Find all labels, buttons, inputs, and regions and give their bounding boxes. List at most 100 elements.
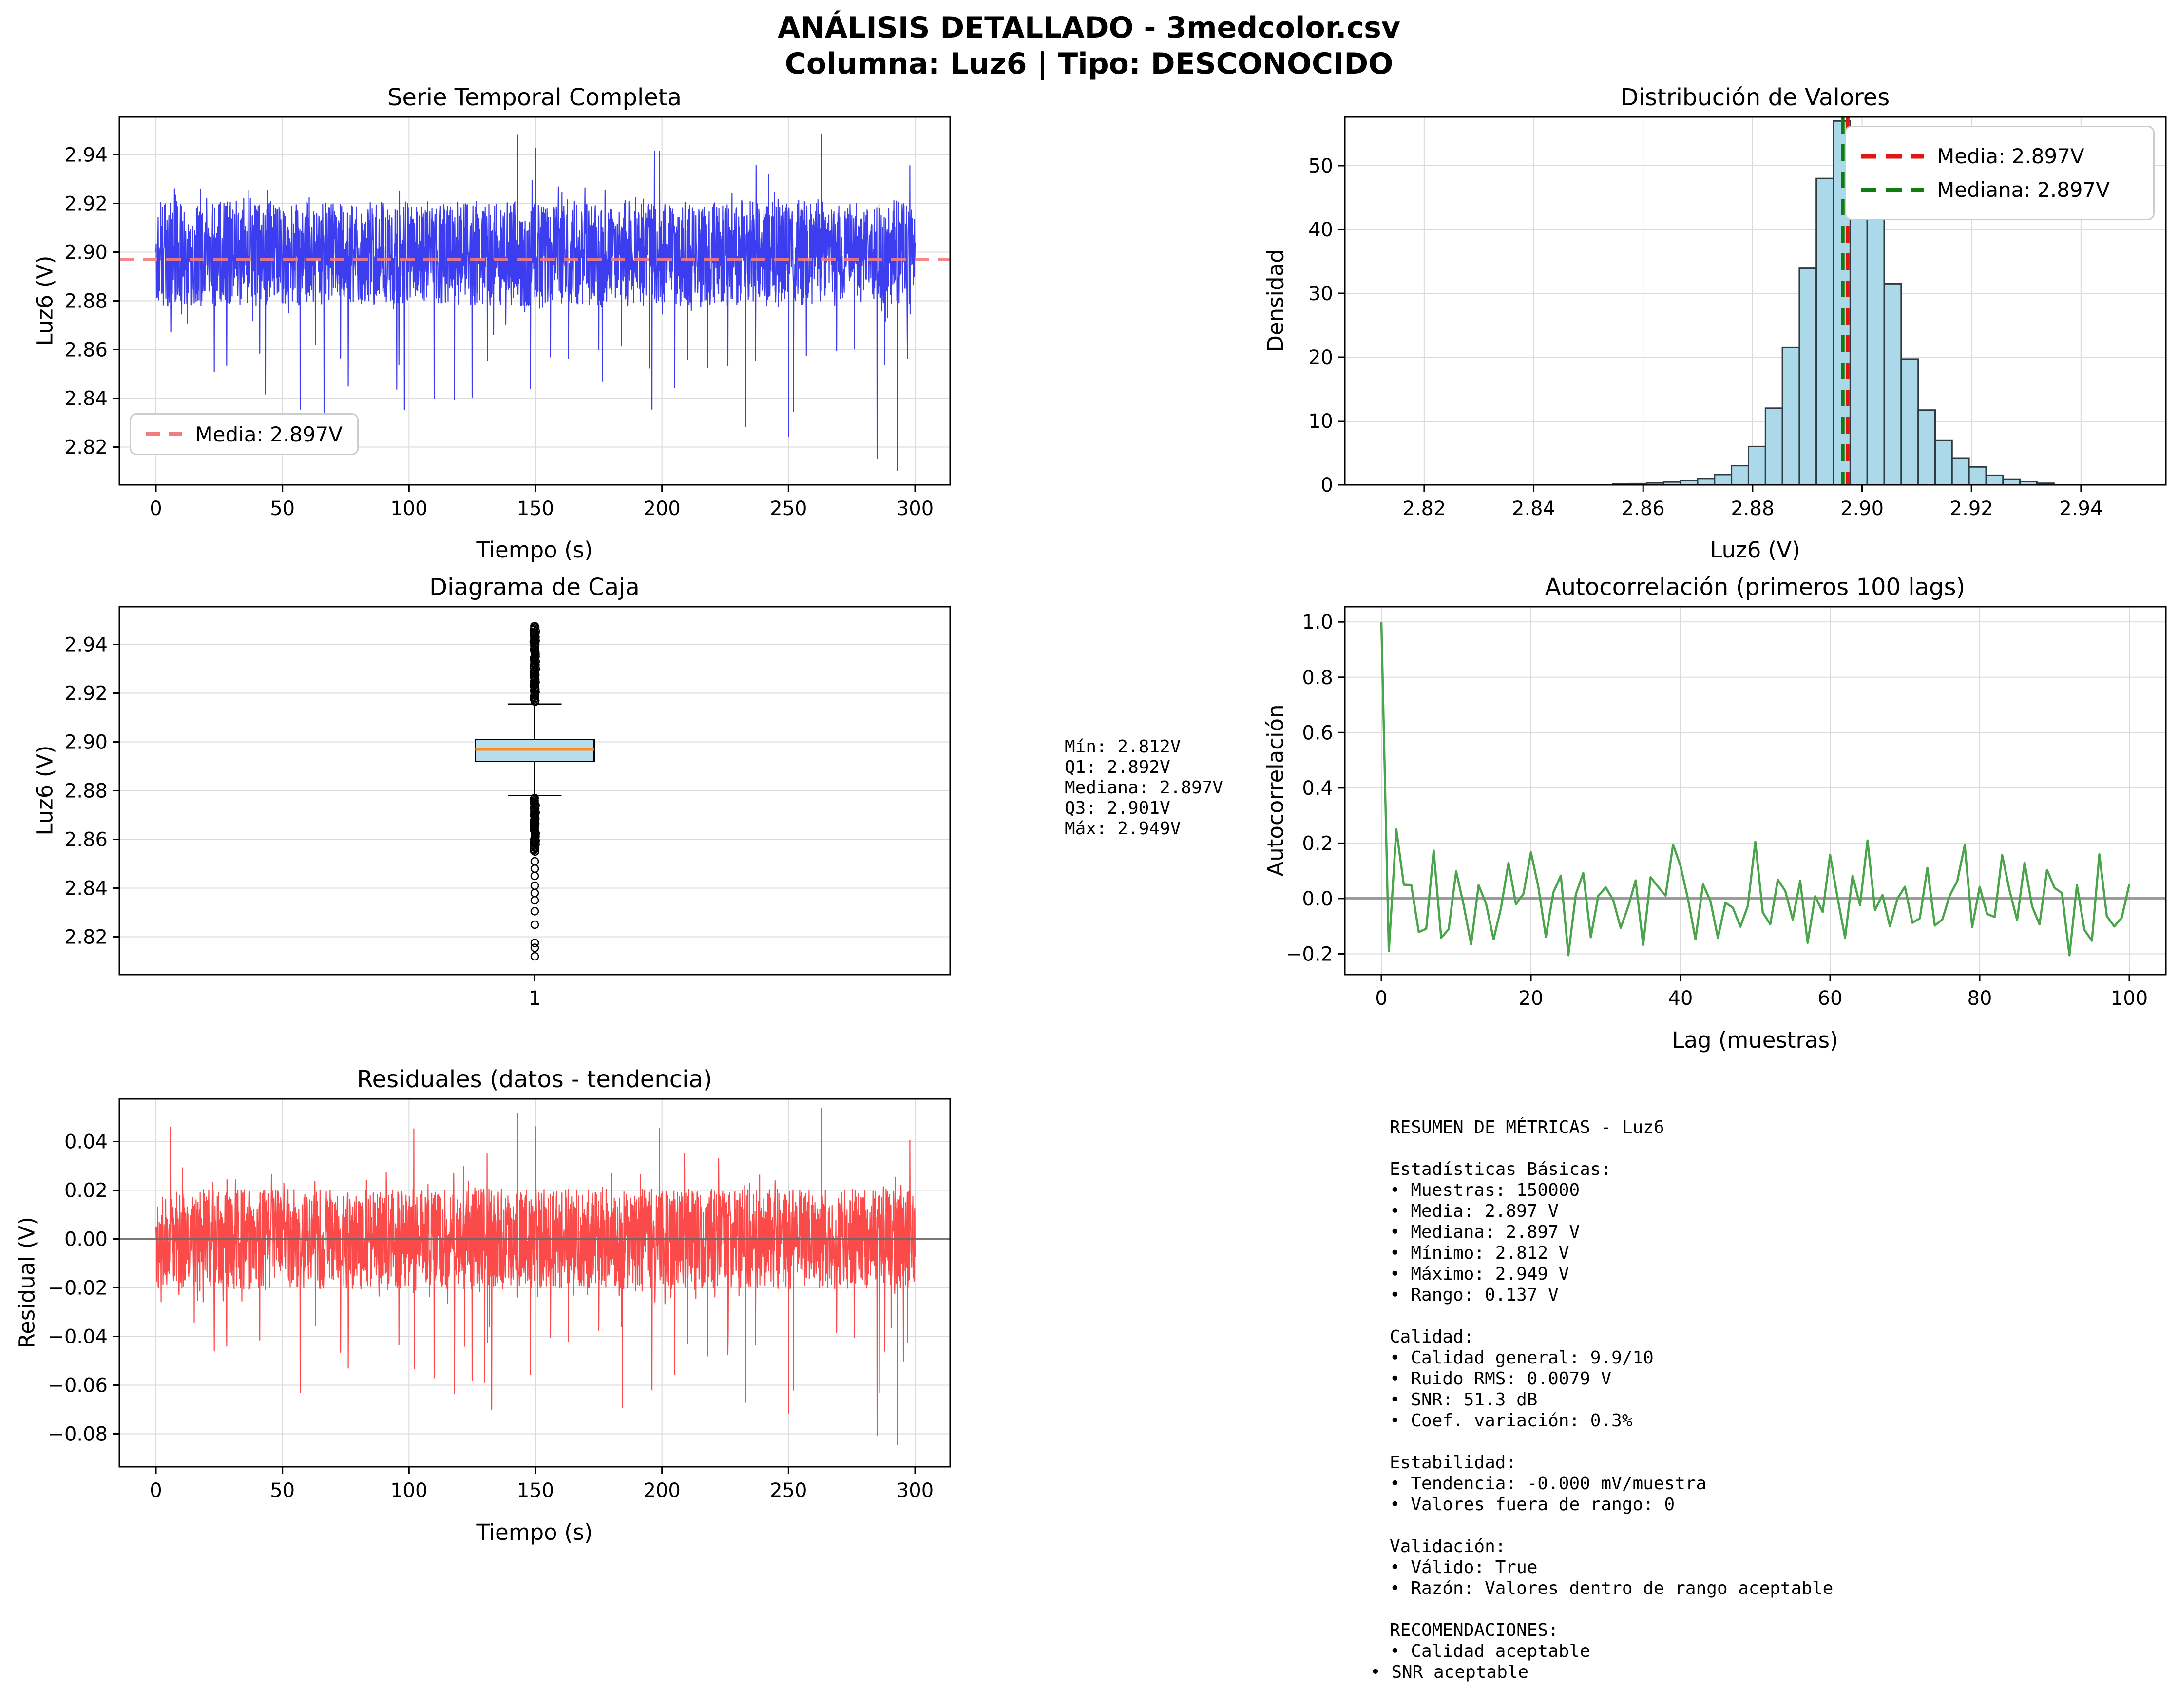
metrics-line: Validación:	[1390, 1536, 1506, 1556]
svg-text:200: 200	[643, 1479, 680, 1502]
svg-text:0.00: 0.00	[64, 1228, 108, 1251]
svg-text:2.92: 2.92	[64, 683, 108, 705]
metrics-line: • SNR: 51.3 dB	[1390, 1390, 1538, 1410]
svg-text:100: 100	[390, 1479, 427, 1502]
svg-text:2.86: 2.86	[64, 339, 108, 362]
svg-text:2.88: 2.88	[64, 290, 108, 313]
yaxis-label-distribucion: Densidad	[1262, 249, 1289, 352]
metrics-line: Estabilidad:	[1390, 1453, 1517, 1473]
metrics-line: • Tendencia: -0.000 mV/muestra	[1390, 1474, 1707, 1494]
legend-label-media: Media: 2.897V	[1937, 144, 2084, 168]
legend-distribucion: Media: 2.897V Mediana: 2.897V	[1845, 126, 2155, 220]
svg-text:1: 1	[529, 987, 541, 1010]
svg-text:2.88: 2.88	[1731, 498, 1774, 520]
svg-text:0.04: 0.04	[64, 1131, 108, 1153]
svg-text:40: 40	[1668, 987, 1693, 1010]
svg-text:200: 200	[643, 498, 680, 520]
metrics-line: • Razón: Valores dentro de rango aceptab…	[1390, 1578, 1834, 1598]
metrics-line: • Mínimo: 2.812 V	[1390, 1243, 1569, 1263]
svg-text:20: 20	[1519, 987, 1544, 1010]
figure-suptitle-line2: Columna: Luz6 | Tipo: DESCONOCIDO	[784, 47, 1394, 81]
svg-text:40: 40	[1308, 219, 1333, 241]
metrics-line: • Válido: True	[1390, 1557, 1538, 1577]
metrics-line: • Mediana: 2.897 V	[1390, 1222, 1580, 1242]
svg-text:−0.08: −0.08	[48, 1423, 108, 1446]
svg-text:2.92: 2.92	[1950, 498, 1993, 520]
svg-text:0: 0	[1375, 987, 1387, 1010]
svg-text:2.82: 2.82	[64, 437, 108, 459]
legend-entry-mediana: Mediana: 2.897V	[1846, 173, 2153, 207]
metrics-line: • Rango: 0.137 V	[1390, 1285, 1559, 1305]
svg-text:0.4: 0.4	[1302, 777, 1333, 800]
svg-text:250: 250	[770, 498, 807, 520]
svg-text:0.6: 0.6	[1302, 722, 1333, 744]
svg-text:−0.02: −0.02	[48, 1277, 108, 1300]
svg-text:300: 300	[897, 1479, 934, 1502]
svg-text:150: 150	[517, 498, 554, 520]
svg-text:2.84: 2.84	[64, 388, 108, 410]
svg-text:50: 50	[270, 1479, 295, 1502]
svg-text:2.90: 2.90	[64, 242, 108, 264]
legend-serie-temporal: Media: 2.897V	[130, 413, 359, 455]
svg-text:50: 50	[270, 498, 295, 520]
svg-text:0: 0	[150, 498, 162, 520]
metrics-line	[1390, 1431, 1833, 1452]
metrics-line: • Ruido RMS: 0.0079 V	[1390, 1369, 1612, 1389]
svg-text:80: 80	[1968, 987, 1992, 1010]
svg-text:50: 50	[1308, 155, 1333, 177]
panel-title-autocorrelacion: Autocorrelación (primeros 100 lags)	[1545, 574, 1966, 601]
svg-text:2.90: 2.90	[1840, 498, 1884, 520]
panel-title-diagrama-caja: Diagrama de Caja	[429, 574, 640, 601]
metrics-summary-text: RESUMEN DE MÉTRICAS - Luz6 Estadísticas …	[1370, 1117, 1834, 1683]
svg-text:20: 20	[1308, 346, 1333, 369]
yaxis-label-autocorrelacion: Autocorrelación	[1262, 704, 1289, 877]
panel-title-serie-temporal: Serie Temporal Completa	[387, 84, 682, 111]
svg-text:10: 10	[1308, 410, 1333, 433]
svg-text:2.94: 2.94	[64, 634, 108, 656]
svg-text:2.94: 2.94	[2059, 498, 2102, 520]
metrics-line: RECOMENDACIONES:	[1390, 1620, 1559, 1640]
yaxis-label-residuales: Residual (V)	[14, 1216, 40, 1349]
median-dash-swatch	[1861, 188, 1924, 192]
svg-text:2.94: 2.94	[64, 144, 108, 167]
svg-text:2.88: 2.88	[64, 780, 108, 803]
svg-text:2.82: 2.82	[64, 926, 108, 949]
svg-text:2.90: 2.90	[64, 731, 108, 754]
metrics-line: Calidad:	[1390, 1327, 1474, 1347]
metrics-line: • Media: 2.897 V	[1390, 1201, 1559, 1221]
svg-text:2.84: 2.84	[1512, 498, 1555, 520]
metrics-line: • SNR aceptable	[1370, 1662, 1529, 1682]
panel-title-distribucion: Distribución de Valores	[1620, 84, 1890, 111]
xaxis-label-distribucion: Luz6 (V)	[1710, 537, 1800, 563]
boxplot-stats-text: Mín: 2.812V Q1: 2.892V Mediana: 2.897V Q3: …	[1065, 737, 1223, 839]
mean-dash-swatch	[1861, 154, 1924, 158]
svg-text:−0.04: −0.04	[48, 1326, 108, 1348]
svg-text:2.82: 2.82	[1402, 498, 1446, 520]
legend-entry-media: Media: 2.897V	[1846, 139, 2153, 173]
svg-text:−0.2: −0.2	[1286, 943, 1333, 965]
svg-text:150: 150	[517, 1479, 554, 1502]
metrics-line	[1390, 1515, 1833, 1536]
svg-text:−0.06: −0.06	[48, 1375, 108, 1397]
svg-text:100: 100	[390, 498, 427, 520]
legend-entry-media: Media: 2.897V	[131, 418, 357, 451]
metrics-line: • Coef. variación: 0.3%	[1390, 1411, 1633, 1431]
legend-label-mediana: Mediana: 2.897V	[1937, 178, 2110, 202]
svg-text:0.02: 0.02	[64, 1180, 108, 1202]
xaxis-label-serie-temporal: Tiempo (s)	[476, 537, 593, 563]
legend-label-media: Media: 2.897V	[195, 422, 343, 446]
stats-line: Mediana: 2.897V	[1065, 778, 1223, 798]
svg-text:30: 30	[1308, 283, 1333, 305]
figure-suptitle-line1: ANÁLISIS DETALLADO - 3medcolor.csv	[778, 11, 1400, 45]
metrics-line: RESUMEN DE MÉTRICAS - Luz6	[1390, 1117, 1664, 1137]
stats-line: Máx: 2.949V	[1065, 819, 1181, 839]
metrics-line: • Muestras: 150000	[1390, 1180, 1580, 1200]
svg-text:0: 0	[1321, 474, 1333, 497]
metrics-line: • Valores fuera de rango: 0	[1390, 1495, 1675, 1515]
metrics-line: • Máximo: 2.949 V	[1390, 1264, 1569, 1284]
yaxis-label-diagrama-caja: Luz6 (V)	[32, 745, 58, 836]
svg-text:2.84: 2.84	[64, 878, 108, 900]
svg-text:0.2: 0.2	[1302, 832, 1333, 855]
xaxis-label-residuales: Tiempo (s)	[476, 1519, 593, 1545]
